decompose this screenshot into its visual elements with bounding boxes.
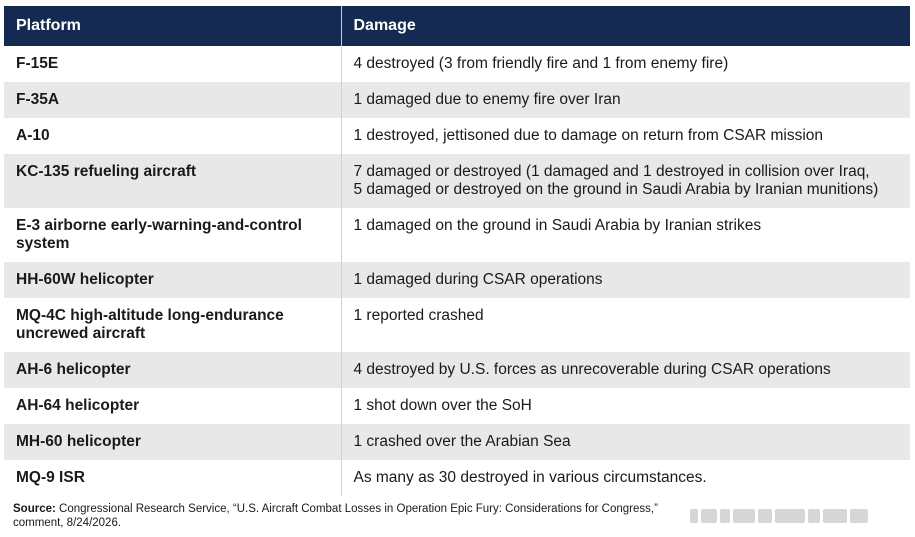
damage-cell: 4 destroyed (3 from friendly fire and 1 …: [341, 46, 910, 82]
table-row: MQ-9 ISR As many as 30 destroyed in vario…: [4, 460, 910, 496]
table-row: MQ-4C high-altitude long-endurance uncre…: [4, 298, 910, 352]
platform-cell: E-3 airborne early-warning-and-control s…: [4, 208, 342, 262]
source-text: Congressional Research Service, “U.S. Ai…: [55, 503, 658, 515]
table-row: F-35A 1 damaged due to enemy fire over Ir…: [4, 82, 910, 118]
table-header-row: Platform Damage: [4, 6, 910, 46]
table-row: MH-60 helicopter 1 crashed over the Arabi…: [4, 424, 910, 460]
source-footnote: Source: Congressional Research Service, …: [13, 502, 713, 530]
damage-cell: 1 damaged during CSAR operations: [341, 262, 910, 298]
damage-cell: 1 damaged due to enemy fire over Iran: [341, 82, 910, 118]
source-text-line2: comment, 8/24/2026.: [13, 517, 122, 529]
platform-cell: MH-60 helicopter: [4, 424, 342, 460]
table-row: E-3 airborne early-warning-and-control s…: [4, 208, 910, 262]
damage-cell: 1 destroyed, jettisoned due to damage on…: [341, 118, 910, 154]
table-row: AH-64 helicopter 1 shot down over the SoH: [4, 388, 910, 424]
table-row: F-15E 4 destroyed (3 from friendly fire a…: [4, 46, 910, 82]
platform-cell: AH-6 helicopter: [4, 352, 342, 388]
table-row: KC-135 refueling aircraft 7 damaged or de…: [4, 154, 910, 208]
platform-cell: AH-64 helicopter: [4, 388, 342, 424]
damage-cell: 1 damaged on the ground in Saudi Arabia …: [341, 208, 910, 262]
platform-cell: KC-135 refueling aircraft: [4, 154, 342, 208]
platform-cell: A-10: [4, 118, 342, 154]
platform-cell: F-15E: [4, 46, 342, 82]
column-header-damage: Damage: [341, 6, 910, 46]
damage-cell: 7 damaged or destroyed (1 damaged and 1 …: [341, 154, 910, 208]
table-body: F-15E 4 destroyed (3 from friendly fire a…: [4, 46, 910, 496]
table-row: A-10 1 destroyed, jettisoned due to damag…: [4, 118, 910, 154]
damage-cell: 1 reported crashed: [341, 298, 910, 352]
platform-cell: HH-60W helicopter: [4, 262, 342, 298]
damage-cell: 1 crashed over the Arabian Sea: [341, 424, 910, 460]
platform-cell: MQ-9 ISR: [4, 460, 342, 496]
aircraft-losses-table: Platform Damage F-15E 4 destroyed (3 from…: [4, 6, 910, 496]
platform-cell: MQ-4C high-altitude long-endurance uncre…: [4, 298, 342, 352]
watermark-overlay: [690, 505, 880, 527]
column-header-platform: Platform: [4, 6, 342, 46]
damage-cell: 4 destroyed by U.S. forces as unrecovera…: [341, 352, 910, 388]
platform-cell: F-35A: [4, 82, 342, 118]
table-row: HH-60W helicopter 1 damaged during CSAR o…: [4, 262, 910, 298]
damage-cell: As many as 30 destroyed in various circu…: [341, 460, 910, 496]
source-label: Source:: [13, 503, 56, 515]
table-row: AH-6 helicopter 4 destroyed by U.S. force…: [4, 352, 910, 388]
damage-cell: 1 shot down over the SoH: [341, 388, 910, 424]
